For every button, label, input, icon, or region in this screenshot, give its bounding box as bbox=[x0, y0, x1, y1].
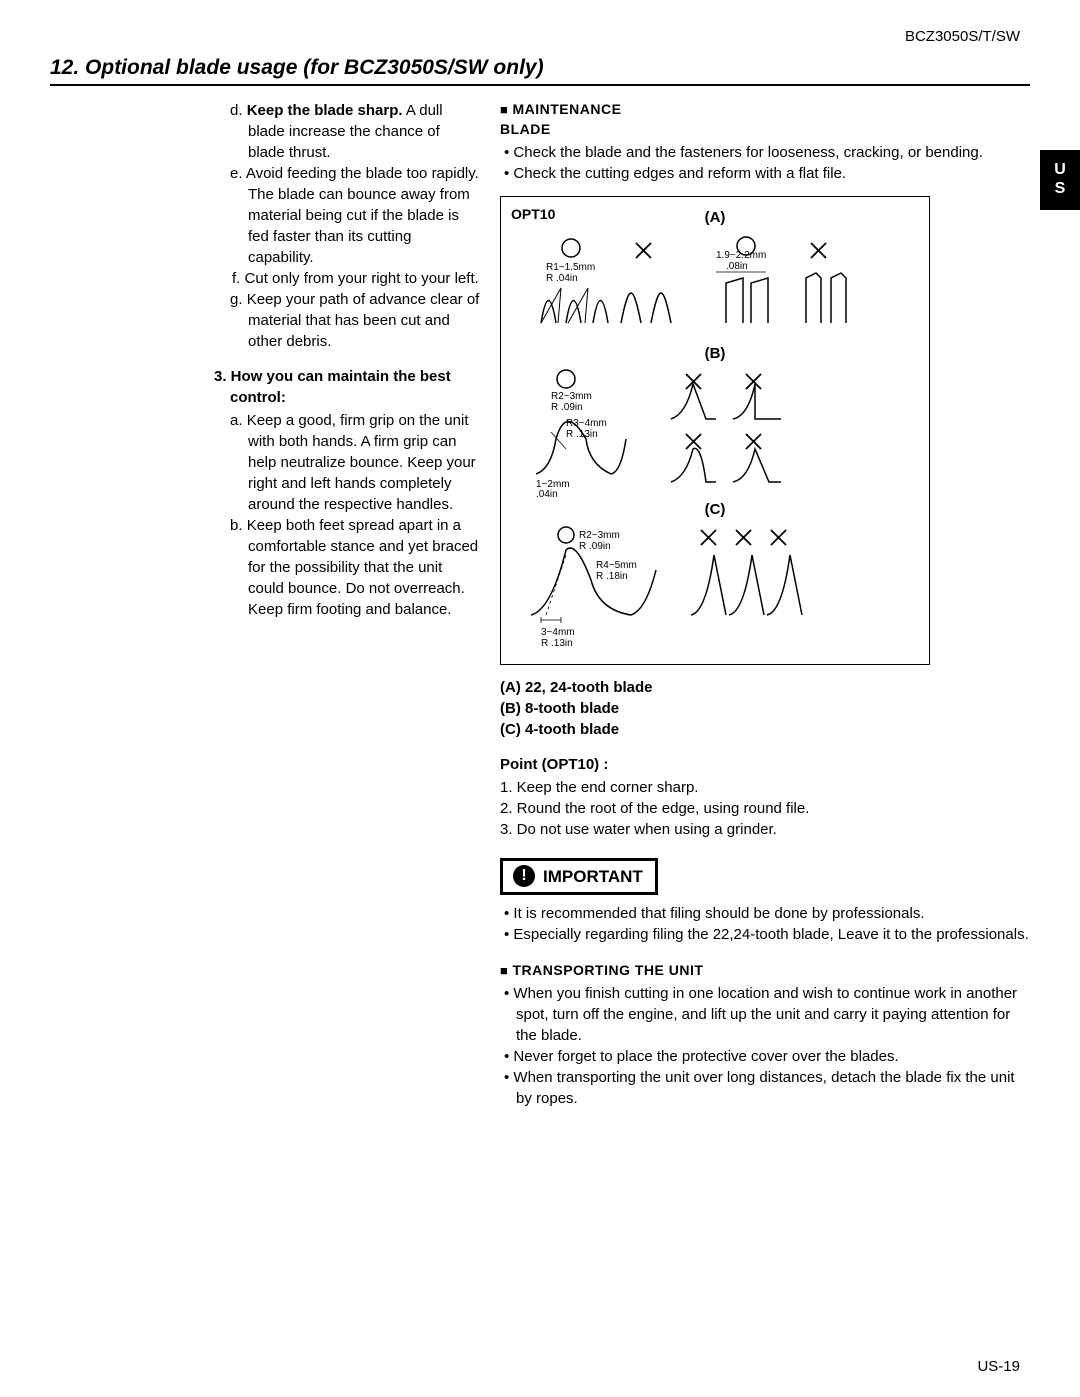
svg-text:.08in: .08in bbox=[726, 261, 748, 272]
svg-text:1.9~2.2mm: 1.9~2.2mm bbox=[716, 250, 766, 261]
legend-c: (C) 4-tooth blade bbox=[500, 719, 1030, 740]
blade-heading: BLADE bbox=[500, 120, 1030, 140]
important-2: Especially regarding filing the 22,24-to… bbox=[500, 924, 1030, 945]
panel-a-svg: R1~1.5mm R .04in 1.9~2.2mm .08in bbox=[511, 228, 916, 328]
item-e: e. Avoid feeding the blade too rapidly. … bbox=[230, 163, 480, 268]
svg-text:R .18in: R .18in bbox=[596, 571, 628, 582]
legend-b: (B) 8-tooth blade bbox=[500, 698, 1030, 719]
svg-text:R .13in: R .13in bbox=[566, 429, 598, 440]
panel-b-svg: R2~3mm R .09in R3~4mm R .13in 1~2mm .04i… bbox=[511, 364, 916, 499]
point-heading: Point (OPT10) : bbox=[500, 754, 1030, 775]
svg-text:3~4mm: 3~4mm bbox=[541, 627, 575, 638]
left-column: d. Keep the blade sharp. A dull blade in… bbox=[50, 100, 480, 1109]
svg-text:R3~4mm: R3~4mm bbox=[566, 418, 607, 429]
panel-a: R1~1.5mm R .04in 1.9~2.2mm .08in bbox=[511, 228, 919, 343]
panel-c: R2~3mm R .09in R4~5mm R .18in 3~4mm R .1… bbox=[511, 520, 919, 650]
right-column: MAINTENANCE BLADE Check the blade and th… bbox=[500, 100, 1030, 1109]
svg-text:R1~1.5mm: R1~1.5mm bbox=[546, 262, 595, 273]
point-1: 1. Keep the end corner sharp. bbox=[500, 777, 1030, 798]
section-title: 12. Optional blade usage (for BCZ3050S/S… bbox=[50, 53, 1030, 86]
panel-b: R2~3mm R .09in R3~4mm R .13in 1~2mm .04i… bbox=[511, 364, 919, 499]
important-1: It is recommended that filing should be … bbox=[500, 903, 1030, 924]
side-tab-s: S bbox=[1040, 179, 1080, 198]
svg-text:R .04in: R .04in bbox=[546, 273, 578, 284]
item-d: d. Keep the blade sharp. A dull blade in… bbox=[230, 100, 480, 163]
transport-3: When transporting the unit over long dis… bbox=[500, 1067, 1030, 1109]
svg-text:R .09in: R .09in bbox=[579, 541, 611, 552]
page-number: US-19 bbox=[977, 1356, 1020, 1377]
item-3b: b. Keep both feet spread apart in a comf… bbox=[230, 515, 480, 620]
transport-1: When you finish cutting in one location … bbox=[500, 983, 1030, 1046]
panel-c-svg: R2~3mm R .09in R4~5mm R .18in 3~4mm R .1… bbox=[511, 520, 916, 650]
important-list: It is recommended that filing should be … bbox=[500, 903, 1030, 945]
maint-item-2: Check the cutting edges and reform with … bbox=[500, 163, 1030, 184]
svg-text:R2~3mm: R2~3mm bbox=[579, 530, 620, 541]
diagram-legend: (A) 22, 24-tooth blade (B) 8-tooth blade… bbox=[500, 677, 1030, 740]
point-3: 3. Do not use water when using a grinder… bbox=[500, 819, 1030, 840]
maintenance-list: Check the blade and the fasteners for lo… bbox=[500, 142, 1030, 184]
important-label: IMPORTANT bbox=[543, 865, 643, 889]
item-g: g. Keep your path of advance clear of ma… bbox=[230, 289, 480, 352]
panel-c-label: (C) bbox=[511, 499, 919, 520]
legend-a: (A) 22, 24-tooth blade bbox=[500, 677, 1030, 698]
panel-a-label: (A) bbox=[511, 207, 919, 228]
item-f: f. Cut only from your right to your left… bbox=[230, 268, 480, 289]
point-list: 1. Keep the end corner sharp. 2. Round t… bbox=[500, 777, 1030, 840]
diagram-opt10: OPT10 (A) R1~1.5mm R .04in bbox=[500, 196, 930, 665]
svg-text:R .13in: R .13in bbox=[541, 638, 573, 649]
important-box: ! IMPORTANT bbox=[500, 858, 658, 896]
list-a-b: a. Keep a good, firm grip on the unit wi… bbox=[230, 410, 480, 620]
subhead-3: 3. How you can maintain the best control… bbox=[230, 366, 480, 408]
transport-list: When you finish cutting in one location … bbox=[500, 983, 1030, 1109]
maintenance-heading: MAINTENANCE bbox=[500, 100, 1030, 120]
model-id: BCZ3050S/T/SW bbox=[50, 26, 1020, 47]
panel-b-label: (B) bbox=[511, 343, 919, 364]
side-tab: U S bbox=[1040, 150, 1080, 210]
svg-text:R2~3mm: R2~3mm bbox=[551, 391, 592, 402]
svg-text:R .09in: R .09in bbox=[551, 402, 583, 413]
point-2: 2. Round the root of the edge, using rou… bbox=[500, 798, 1030, 819]
exclamation-icon: ! bbox=[513, 865, 535, 887]
diagram-label: OPT10 bbox=[511, 205, 555, 225]
maint-item-1: Check the blade and the fasteners for lo… bbox=[500, 142, 1030, 163]
transport-2: Never forget to place the protective cov… bbox=[500, 1046, 1030, 1067]
item-3a: a. Keep a good, firm grip on the unit wi… bbox=[230, 410, 480, 515]
transport-heading: TRANSPORTING THE UNIT bbox=[500, 961, 1030, 981]
svg-text:R4~5mm: R4~5mm bbox=[596, 560, 637, 571]
svg-text:.04in: .04in bbox=[536, 489, 558, 499]
list-d-to-g: d. Keep the blade sharp. A dull blade in… bbox=[230, 100, 480, 352]
side-tab-u: U bbox=[1040, 160, 1080, 179]
